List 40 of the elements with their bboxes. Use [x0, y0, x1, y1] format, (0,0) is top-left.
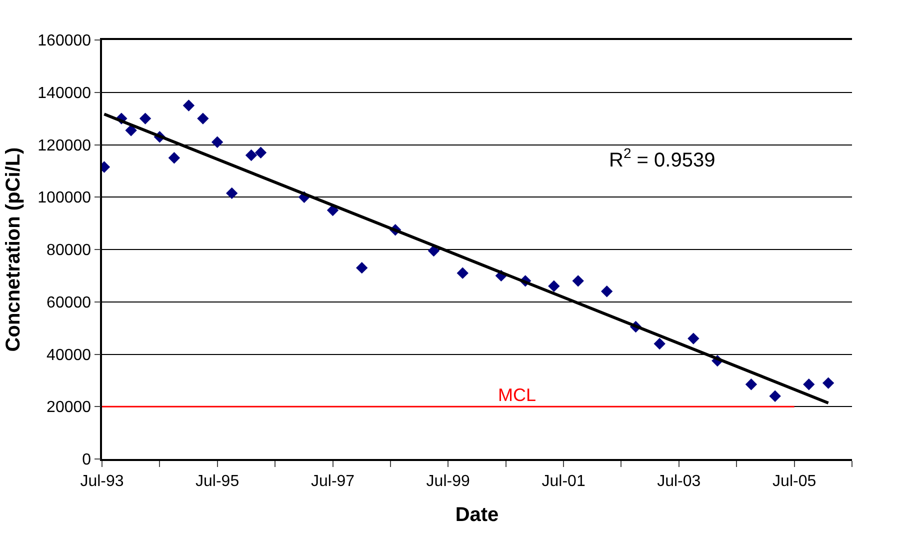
point [572, 275, 584, 287]
y-tick-label: 160000 [38, 32, 92, 50]
point [548, 280, 560, 292]
y-tick-label: 100000 [38, 190, 92, 207]
y-axis-title: Concnetration (pCi/L) [2, 147, 25, 352]
x-tick-label: Jul-05 [772, 472, 816, 490]
y-tick-label: 60000 [46, 294, 92, 312]
point [654, 338, 666, 350]
point [745, 378, 758, 390]
point [456, 267, 468, 279]
x-axis-title: Date [455, 504, 499, 526]
y-tick-label: 40000 [46, 346, 92, 364]
point [600, 286, 613, 298]
point [769, 390, 781, 402]
point [245, 149, 258, 162]
point [688, 332, 700, 344]
x-tick-label: Jul-97 [310, 472, 355, 490]
x-tick-label: Jul-03 [657, 472, 701, 490]
point [168, 152, 180, 164]
point [125, 124, 137, 136]
x-tick-label: Jul-95 [196, 472, 240, 490]
x-tick-label: Jul-93 [80, 472, 124, 490]
x-tick-label: Jul-01 [542, 472, 586, 490]
point [803, 378, 815, 390]
point [139, 112, 152, 124]
point [822, 377, 834, 389]
point [254, 146, 267, 158]
point [182, 100, 195, 112]
y-tick-label: 20000 [46, 399, 92, 416]
annotation: R$^{2}$ = 0.9539 [609, 145, 716, 172]
y-tick-label: 0 [82, 452, 92, 469]
y-tick-label: 80000 [46, 242, 92, 260]
y-tick-label: 120000 [38, 137, 92, 154]
point [197, 112, 209, 124]
y-tick-label: 140000 [38, 84, 92, 102]
point [226, 187, 238, 200]
point [211, 136, 224, 148]
x-tick-label: Jul-99 [426, 472, 470, 490]
point [356, 262, 368, 274]
series-label: MCL [498, 385, 536, 405]
